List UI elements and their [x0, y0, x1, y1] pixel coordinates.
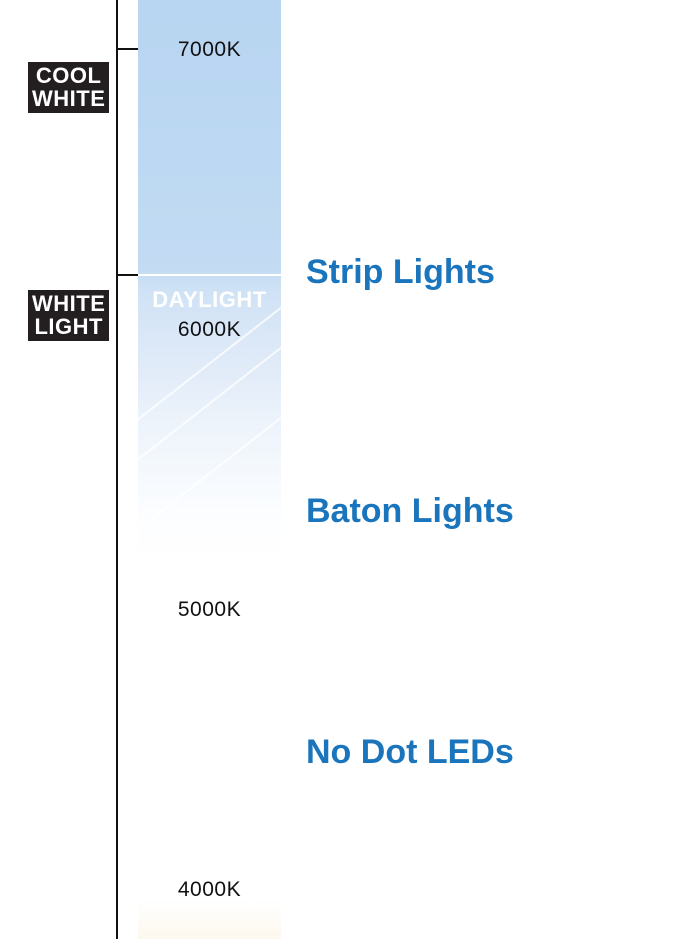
daylight-label: DAYLIGHT — [152, 287, 267, 312]
axis-tick-cool-white — [116, 48, 138, 50]
temperature-axis — [116, 0, 118, 939]
product-strip-lights: Strip Lights — [306, 253, 495, 291]
kelvin-5000: 5000K — [177, 598, 242, 621]
axis-tick-white-light — [116, 274, 138, 276]
white-light-tag: WHITE LIGHT — [28, 290, 110, 341]
kelvin-7000: 7000K — [177, 38, 242, 61]
cool-white-tag: COOL WHITE — [28, 62, 110, 113]
light-sheen — [138, 276, 281, 536]
cool-white-tag-line1: COOL — [35, 63, 102, 88]
kelvin-6000: 6000K — [177, 318, 242, 341]
white-light-tag-line2: LIGHT — [34, 314, 103, 339]
color-temperature-bar — [138, 0, 281, 939]
band-divider — [138, 274, 281, 276]
kelvin-4000: 4000K — [177, 878, 242, 901]
white-light-tag-line1: WHITE — [32, 291, 106, 316]
cool-white-tag-line2: WHITE — [32, 86, 106, 111]
product-baton-lights: Baton Lights — [306, 492, 514, 530]
product-no-dot-leds: No Dot LEDs — [306, 733, 514, 771]
